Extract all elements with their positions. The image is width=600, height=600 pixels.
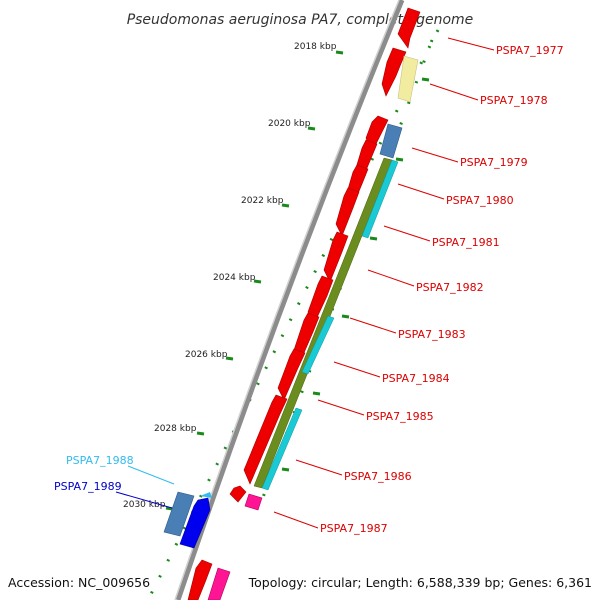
ruler-tick [225, 356, 234, 361]
gene-yellow[interactable] [397, 55, 419, 103]
gene-label[interactable]: PSPA7_1985 [366, 410, 434, 423]
map-title: Pseudomonas aeruginosa PA7, complete gen… [127, 12, 474, 28]
gene-1988[interactable] [163, 491, 195, 537]
gene-arrow[interactable] [397, 7, 421, 49]
ruler-label: 2030 kbp [123, 500, 166, 510]
gene-label[interactable]: PSPA7_1982 [416, 281, 484, 294]
gene-label[interactable]: PSPA7_1987 [320, 522, 388, 535]
gene-arrow[interactable] [277, 348, 306, 401]
leader-line-1989 [115, 491, 173, 509]
gene-label[interactable]: PSPA7_1978 [480, 94, 548, 107]
forward-genes [187, 7, 421, 600]
ruler-tick [253, 279, 262, 284]
gene-blue[interactable] [379, 123, 403, 159]
ruler-label: 2028 kbp [154, 424, 197, 434]
gene-label[interactable]: PSPA7_1983 [398, 328, 466, 341]
ruler-tick [196, 431, 205, 436]
ruler-label: 2026 kbp [185, 350, 228, 360]
gene-arrow[interactable] [187, 559, 213, 600]
ruler-label: 2020 kbp [268, 119, 311, 129]
gene-magenta[interactable] [244, 493, 263, 511]
feature-cyan[interactable] [301, 315, 335, 375]
genome-backbone [175, 0, 405, 600]
gene-label[interactable]: PSPA7_1984 [382, 372, 450, 385]
leader-lines [273, 37, 495, 529]
ruler-tick [307, 126, 316, 131]
leader-line-1988 [127, 465, 175, 485]
accession-text: Accession: NC_009656 [8, 575, 150, 590]
ruler-label: 2022 kbp [241, 196, 284, 206]
feature-cyan[interactable] [261, 407, 303, 491]
ruler-label: 2018 kbp [294, 42, 337, 52]
gene-label[interactable]: PSPA7_1981 [432, 236, 500, 249]
gene-arrow[interactable] [381, 47, 407, 97]
topology-text: Topology: circular; Length: 6,588,339 bp… [248, 575, 592, 590]
gene-arrow[interactable] [323, 231, 349, 283]
gene-label[interactable]: PSPA7_1988 [66, 454, 134, 467]
gene-arrow[interactable] [335, 187, 360, 237]
gene-label[interactable]: PSPA7_1979 [460, 156, 528, 169]
gene-arrow[interactable] [229, 485, 247, 503]
gene-label[interactable]: PSPA7_1977 [496, 44, 564, 57]
gene-labels: PSPA7_1977 PSPA7_1978 PSPA7_1979 PSPA7_1… [54, 44, 564, 535]
feature-cyan[interactable] [361, 159, 399, 239]
ruler-label: 2024 kbp [213, 273, 256, 283]
inner-ruler-ticks [281, 77, 430, 472]
feature-band [253, 157, 399, 491]
ruler-tick [335, 50, 344, 55]
gene-label[interactable]: PSPA7_1980 [446, 194, 514, 207]
gene-1988-marker [200, 492, 212, 498]
gene-label[interactable]: PSPA7_1986 [344, 470, 412, 483]
reverse-genes [163, 491, 212, 549]
gene-arrow[interactable] [307, 275, 334, 325]
ruler-tick [281, 203, 290, 208]
gene-magenta[interactable] [207, 567, 231, 600]
gene-1989[interactable] [179, 497, 211, 549]
ruler-labels: 2018 kbp 2020 kbp 2022 kbp 2024 kbp 2026… [123, 42, 337, 510]
gene-label[interactable]: PSPA7_1989 [54, 480, 122, 493]
ruler-ticks [165, 50, 344, 511]
gene-arrow[interactable] [243, 394, 288, 485]
